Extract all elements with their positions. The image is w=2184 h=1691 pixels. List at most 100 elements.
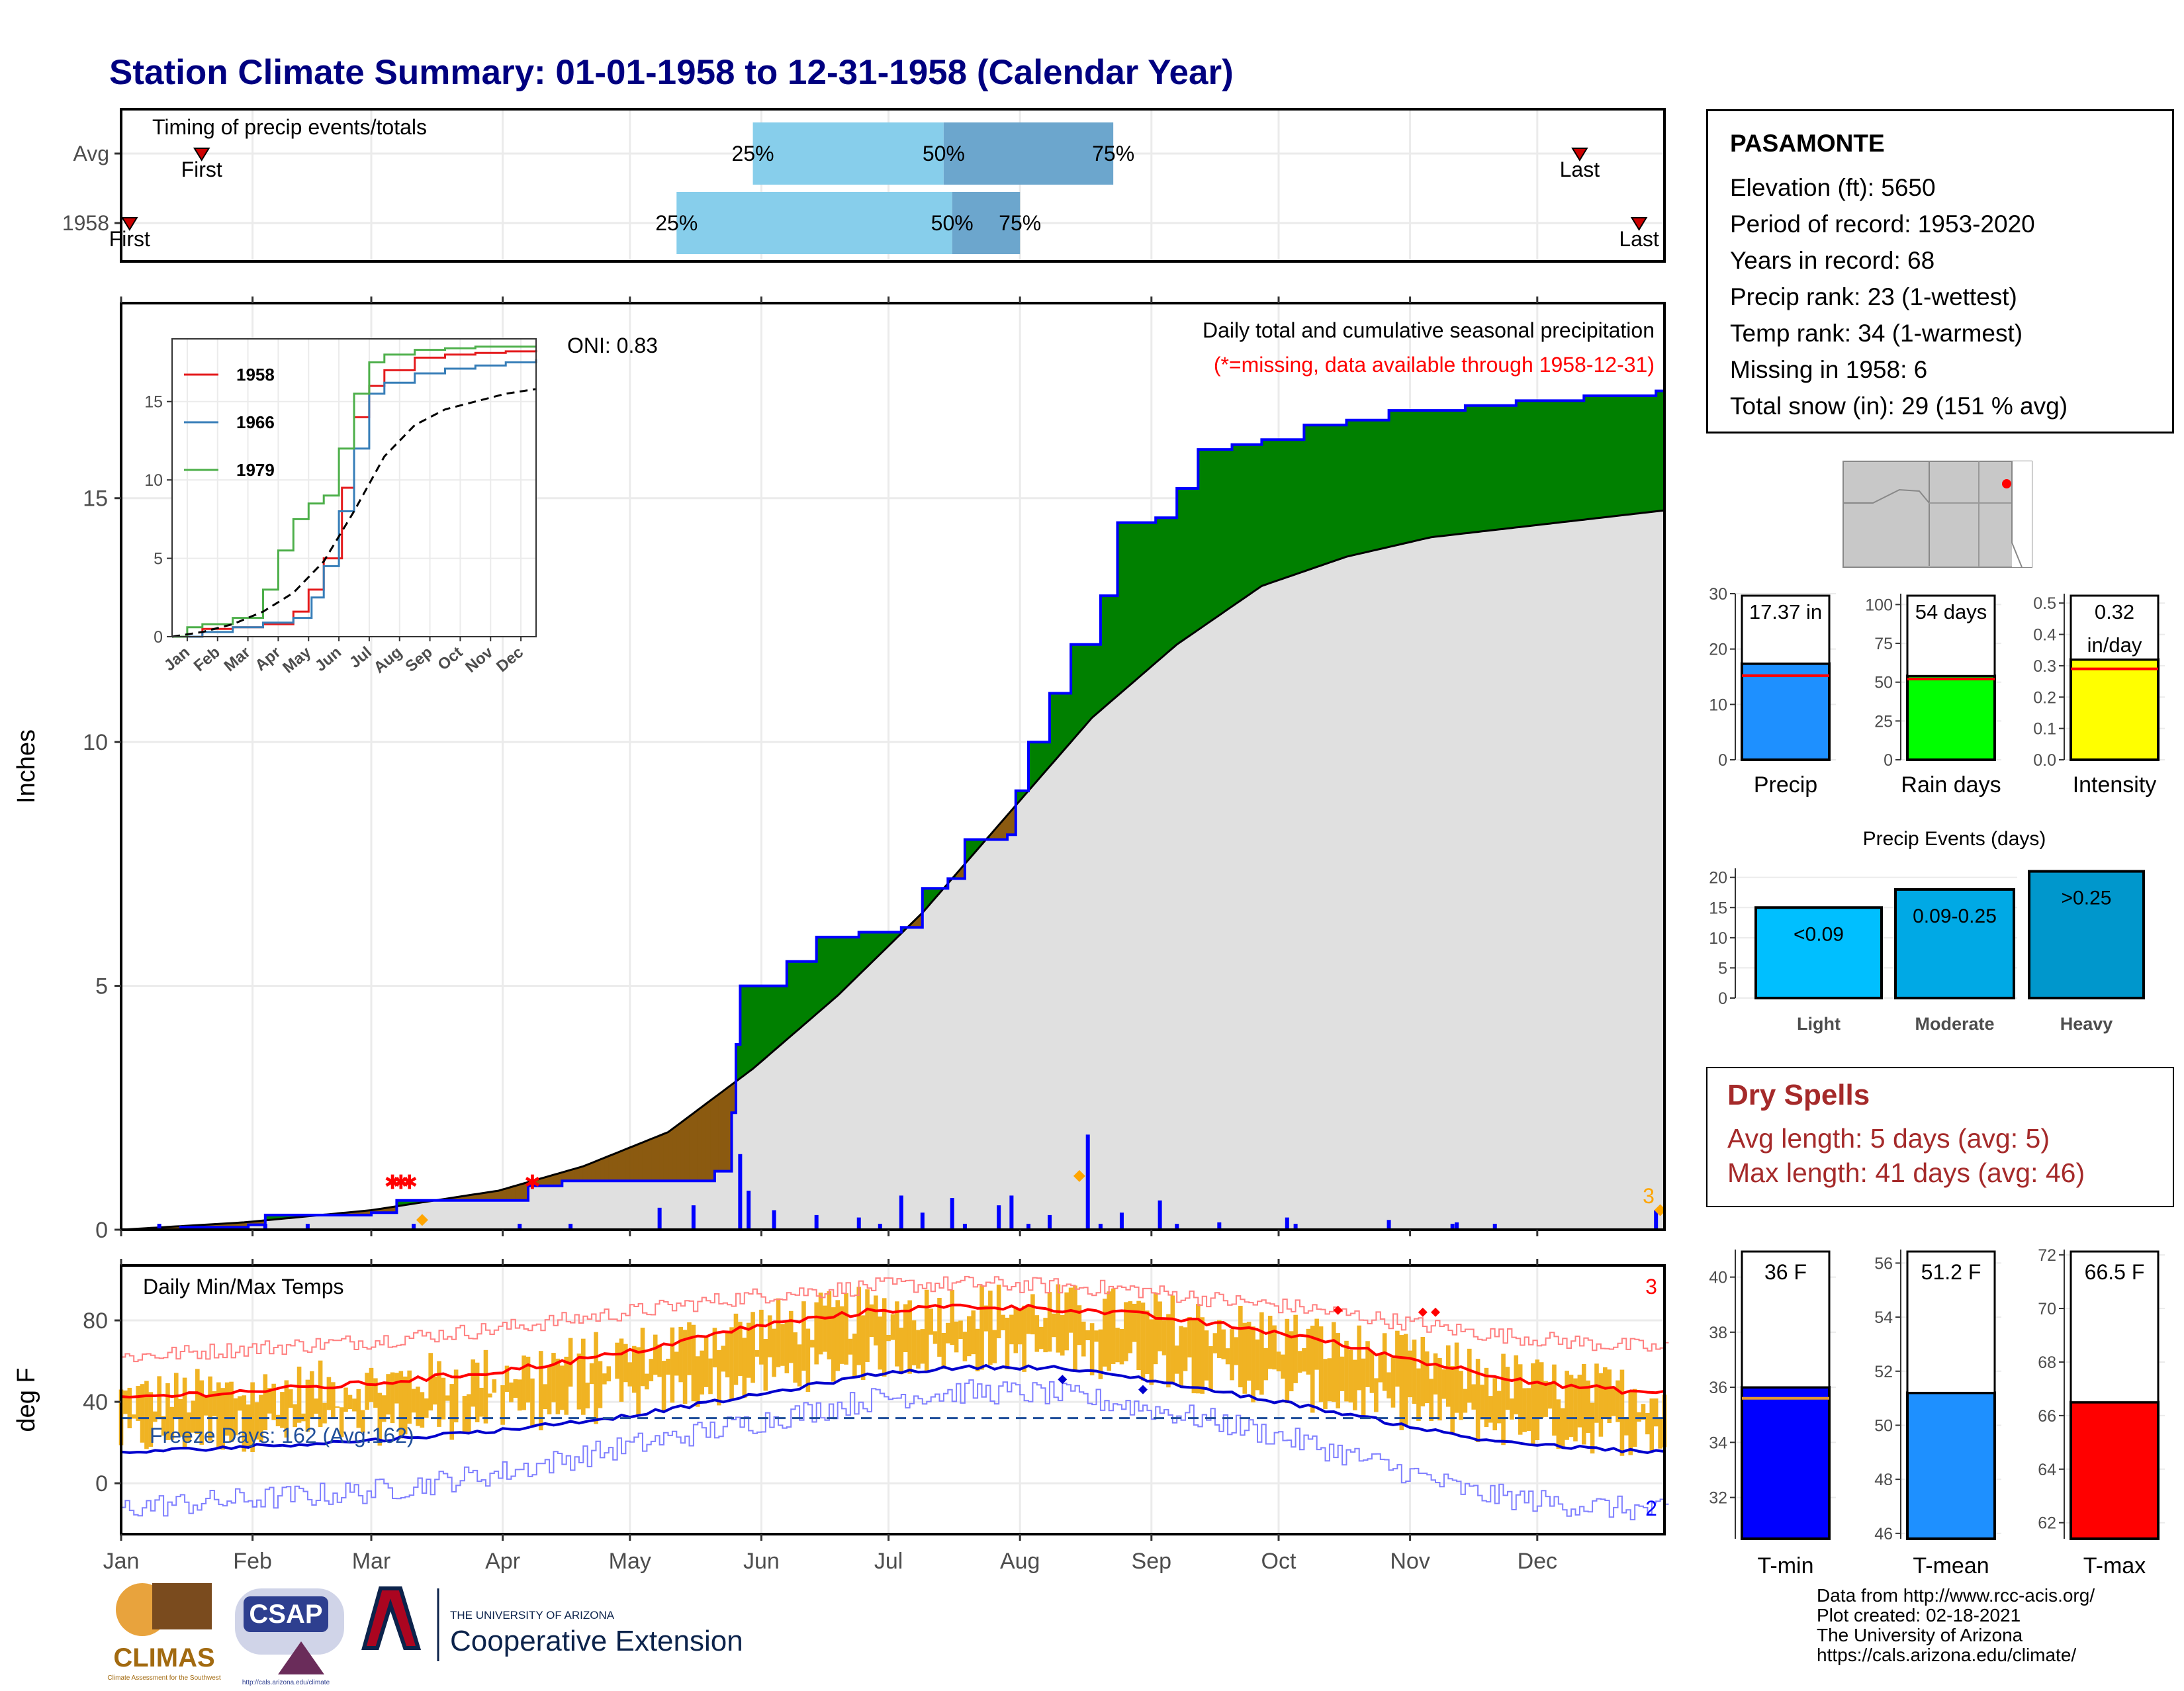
precip-departure-fill (1092, 645, 1096, 718)
daily-temp-bar (1361, 1359, 1366, 1418)
precip-note: Daily total and cumulative seasonal prec… (1203, 318, 1655, 342)
timing-bar-25-50 (753, 122, 944, 185)
precip-departure-fill (753, 986, 757, 1069)
daily-temp-bar (976, 1329, 980, 1371)
precip-departure-fill (1122, 523, 1126, 692)
precip-departure-fill (1105, 596, 1109, 707)
missing-data-marker: ✱ (401, 1171, 418, 1193)
daily-temp-bar (641, 1328, 645, 1386)
daily-temp-bar (1221, 1330, 1226, 1359)
precip-departure-fill (1257, 445, 1261, 589)
precip-departure-fill (796, 962, 800, 1032)
daily-temp-bar (1277, 1351, 1281, 1371)
daily-temp-bar (1522, 1388, 1527, 1432)
daily-temp-bar (1531, 1363, 1535, 1445)
precip-departure-fill (1219, 449, 1223, 616)
daily-temp-bar (1255, 1340, 1260, 1391)
daily-temp-bar (428, 1353, 433, 1410)
precip-departure-fill (868, 933, 872, 967)
daily-temp-bar (649, 1359, 654, 1381)
precip-departure-fill (617, 1151, 621, 1181)
daily-temp-bar (1416, 1369, 1421, 1421)
precip-departure-fill (676, 1122, 680, 1181)
precip-departure-fill (1062, 694, 1066, 752)
daily-temp-bar (942, 1333, 946, 1369)
mini-ytick-label: 0.5 (2033, 594, 2056, 613)
daily-temp-bar (518, 1379, 522, 1410)
daily-temp-bar (1620, 1370, 1625, 1456)
mini-ytick-label: 0.4 (2033, 626, 2056, 645)
daily-temp-bar (606, 1366, 611, 1381)
tbar-value-label: 51.2 F (1921, 1260, 1981, 1284)
precip-departure-fill (850, 937, 854, 983)
daily-temp-bar (861, 1315, 866, 1380)
daily-temp-bar (424, 1398, 429, 1418)
precip-departure-fill (1520, 400, 1524, 527)
precip-departure-fill (1546, 400, 1550, 524)
daily-temp-bar (144, 1381, 149, 1449)
precip-departure-fill (1605, 396, 1609, 518)
month-label: Jun (743, 1549, 780, 1574)
daily-precip-bar (747, 1191, 751, 1230)
daily-precip-bar (899, 1195, 903, 1230)
tbar-value-label: 66.5 F (2085, 1260, 2145, 1284)
daily-temp-bar (1085, 1330, 1090, 1340)
daily-temp-bar (585, 1383, 590, 1408)
inset-ytick-label: 15 (144, 393, 163, 412)
daily-temp-bar (522, 1355, 526, 1410)
daily-temp-bar (1298, 1351, 1302, 1373)
daily-temp-bar (810, 1340, 815, 1348)
timing-first-label: First (109, 227, 150, 251)
daily-precip-bar (692, 1205, 696, 1230)
daily-temp-bar (925, 1290, 929, 1371)
daily-temp-bar (416, 1387, 420, 1426)
daily-temp-bar (729, 1327, 734, 1400)
daily-temp-bar (1332, 1322, 1336, 1402)
precip-departure-fill (808, 962, 812, 1021)
daily-temp-bar (1035, 1315, 1040, 1351)
mini-value-bar (1742, 664, 1829, 760)
precip-departure-fill (1287, 439, 1291, 577)
daily-precip-bar (1086, 1134, 1090, 1230)
precip-departure-fill (1499, 406, 1503, 529)
precip-departure-fill (1393, 410, 1397, 546)
precip-departure-fill (778, 986, 782, 1047)
daily-temp-bar (1183, 1327, 1188, 1371)
daily-temp-bar (484, 1350, 488, 1424)
precip-departure-fill (1342, 425, 1346, 558)
precip-departure-fill (1643, 396, 1647, 513)
mini-ytick-label: 0.1 (2033, 720, 2056, 739)
precip-departure-fill (1537, 400, 1541, 525)
daily-temp-bar (844, 1293, 848, 1365)
precip-departure-fill (1402, 410, 1406, 544)
precip-departure-fill (1516, 400, 1520, 527)
daily-temp-bar (1535, 1359, 1540, 1440)
precip-departure-fill (1211, 449, 1215, 621)
event-category-label: Heavy (2060, 1014, 2113, 1034)
mini-ytick-label: 10 (1709, 696, 1727, 714)
daily-temp-bar (819, 1293, 823, 1354)
precip-departure-fill (651, 1137, 655, 1181)
daily-temp-bar (627, 1362, 632, 1386)
precip-departure-fill (1614, 396, 1617, 516)
precip-departure-fill (1652, 396, 1656, 512)
timing-row-label: 1958 (62, 211, 109, 235)
daily-temp-bar (958, 1320, 963, 1339)
precip-departure-fill (1423, 410, 1427, 539)
daily-temp-bar (1247, 1322, 1251, 1381)
timing-title: Timing of precip events/totals (152, 115, 427, 139)
daily-temp-bar (1649, 1398, 1654, 1451)
daily-temp-bar (954, 1322, 959, 1353)
daily-temp-bar (1150, 1319, 1154, 1385)
daily-temp-bar (801, 1301, 806, 1371)
daily-temp-bar (971, 1310, 976, 1354)
daily-temp-bar (1145, 1310, 1150, 1374)
tbar-ytick-label: 64 (2038, 1461, 2056, 1479)
daily-temp-bar (1018, 1309, 1023, 1345)
daily-temp-bar (348, 1395, 353, 1409)
daily-temp-bar (827, 1291, 832, 1359)
precip-departure-fill (1283, 439, 1287, 578)
footer-line: Plot created: 02-18-2021 (1817, 1605, 2021, 1625)
daily-temp-bar (1132, 1304, 1137, 1342)
month-label: May (609, 1549, 651, 1574)
